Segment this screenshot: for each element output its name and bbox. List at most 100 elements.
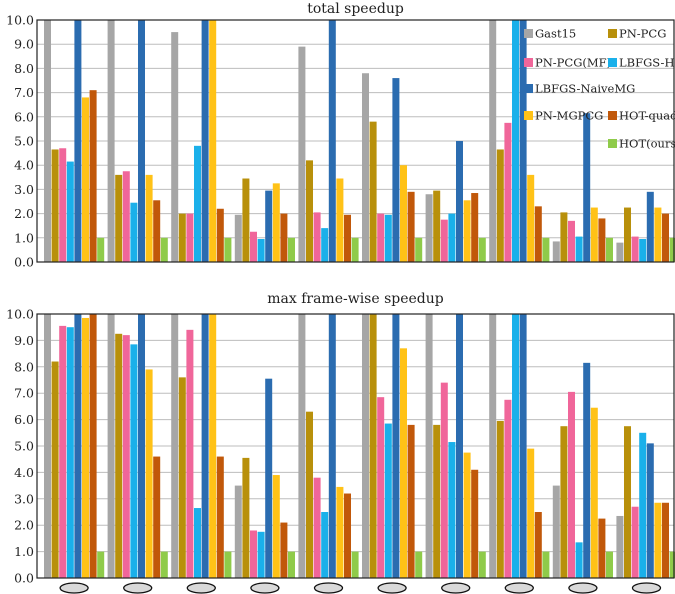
bar bbox=[265, 378, 273, 578]
bar bbox=[44, 20, 51, 262]
legend-swatch bbox=[608, 139, 617, 148]
legend-item: PN-PCG bbox=[608, 27, 666, 41]
bar bbox=[407, 424, 415, 578]
bar bbox=[153, 200, 161, 262]
bar bbox=[504, 122, 512, 262]
bar bbox=[122, 335, 130, 578]
bar bbox=[160, 551, 168, 578]
bar bbox=[463, 200, 471, 262]
y-tick-label: 9.0 bbox=[14, 333, 34, 348]
bar bbox=[130, 344, 138, 578]
category-marker bbox=[504, 582, 534, 594]
bar bbox=[82, 317, 89, 578]
bar bbox=[313, 212, 321, 262]
bar bbox=[130, 202, 138, 262]
bar bbox=[97, 551, 105, 578]
legend-item: HOT-quad bbox=[608, 109, 675, 123]
y-tick-label: 1.0 bbox=[14, 230, 34, 245]
bar bbox=[234, 485, 242, 578]
legend-label: HOT-quad bbox=[619, 109, 675, 123]
bar bbox=[662, 502, 669, 578]
panel-title: total speedup bbox=[307, 1, 404, 17]
bar bbox=[336, 486, 344, 578]
bar bbox=[280, 522, 288, 578]
bar bbox=[145, 174, 153, 262]
bar bbox=[568, 391, 575, 578]
bar bbox=[456, 141, 463, 262]
bar bbox=[216, 208, 224, 262]
bar bbox=[598, 218, 606, 262]
bar bbox=[298, 314, 306, 578]
bar bbox=[122, 171, 130, 262]
y-tick-label: 7.0 bbox=[14, 85, 34, 100]
bar bbox=[415, 237, 423, 262]
bar bbox=[624, 207, 631, 262]
bar bbox=[606, 551, 613, 578]
bar bbox=[153, 456, 161, 578]
bar bbox=[97, 237, 105, 262]
y-tick-label: 6.0 bbox=[14, 412, 34, 427]
legend-label: Gast15 bbox=[535, 27, 576, 41]
y-tick-label: 0.0 bbox=[14, 255, 34, 270]
bar bbox=[646, 191, 654, 262]
bar bbox=[478, 237, 486, 262]
bar bbox=[59, 325, 67, 578]
bar bbox=[392, 314, 400, 578]
bar bbox=[328, 314, 336, 578]
y-tick-label: 6.0 bbox=[14, 109, 34, 124]
bar bbox=[351, 237, 359, 262]
bar bbox=[590, 407, 598, 578]
bar bbox=[138, 314, 145, 578]
bar bbox=[160, 237, 168, 262]
bar bbox=[471, 193, 479, 262]
y-tick-label: 2.0 bbox=[14, 206, 34, 221]
bar bbox=[89, 90, 97, 263]
bar bbox=[542, 237, 550, 262]
panel-2: max frame-wise speedup 0.0 1.0 2.0 3.0 4.0 5.0… bbox=[6, 291, 675, 586]
bar bbox=[115, 333, 123, 578]
bar bbox=[583, 362, 591, 578]
bar bbox=[257, 531, 265, 578]
bar bbox=[66, 161, 74, 262]
bar bbox=[534, 206, 542, 262]
legend-label: LBFGS-NaiveMG bbox=[535, 82, 635, 96]
bar bbox=[639, 239, 647, 262]
bar bbox=[478, 551, 486, 578]
legend-item: HOT(ours) bbox=[608, 137, 675, 151]
legend-item: LBFGS-NaiveMG bbox=[524, 82, 635, 96]
bar bbox=[369, 314, 377, 578]
y-tick-label: 3.0 bbox=[14, 491, 34, 506]
bar bbox=[82, 97, 89, 262]
bar bbox=[639, 432, 647, 578]
bar bbox=[209, 20, 217, 262]
bar bbox=[400, 348, 407, 578]
bar bbox=[384, 214, 392, 262]
bar bbox=[631, 236, 639, 262]
bar bbox=[560, 426, 568, 578]
bar bbox=[171, 32, 179, 262]
bar bbox=[519, 20, 527, 262]
bar bbox=[616, 242, 624, 262]
panel-1: total speedup 0.0 1.0 2.0 3.0 4.0 5.0 6.0 7.0 8.0… bbox=[6, 1, 675, 270]
bar bbox=[527, 174, 535, 262]
bar bbox=[456, 314, 463, 578]
bar bbox=[171, 314, 179, 578]
bar bbox=[646, 443, 654, 578]
bar bbox=[568, 220, 575, 262]
bar bbox=[288, 551, 295, 578]
bar bbox=[89, 314, 97, 578]
bar bbox=[344, 493, 351, 578]
bar bbox=[583, 113, 591, 262]
panel-title: max frame-wise speedup bbox=[267, 291, 444, 307]
bar bbox=[242, 178, 250, 262]
bar bbox=[519, 314, 527, 578]
bar bbox=[234, 214, 242, 262]
legend-label: HOT(ours) bbox=[619, 137, 675, 151]
bar bbox=[542, 551, 550, 578]
y-tick-label: 1.0 bbox=[14, 544, 34, 559]
bar bbox=[496, 420, 504, 578]
y-tick-label: 3.0 bbox=[14, 182, 34, 197]
category-marker bbox=[568, 582, 598, 594]
bar bbox=[575, 236, 583, 262]
bar bbox=[344, 214, 351, 262]
